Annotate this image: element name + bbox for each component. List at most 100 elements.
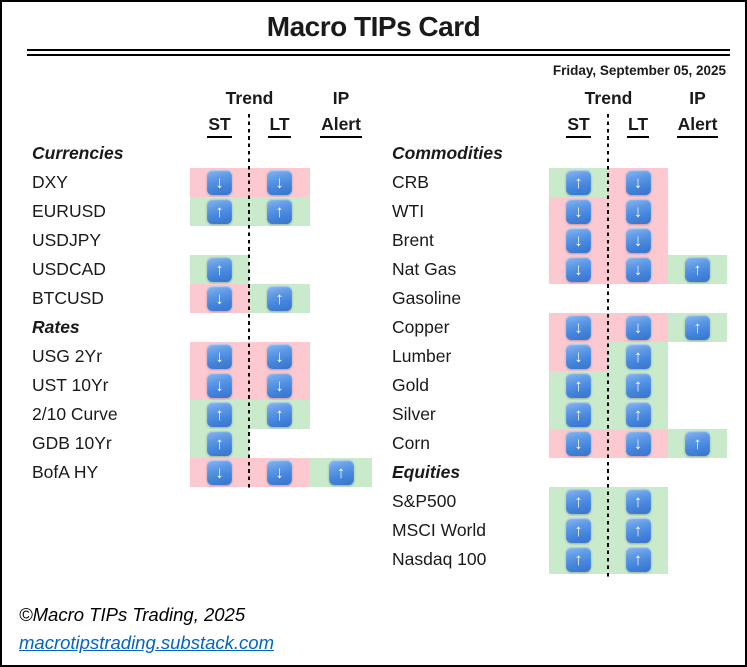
down-arrow-icon: ↓ [267,344,292,369]
table-row: Lumber ↓ ↑ [2,342,745,371]
table-row: DXY ↓ ↓ [2,168,745,197]
lt-cell: ↑ [249,400,310,429]
lt-cell: ↑ [608,545,668,574]
title-divider [27,49,730,56]
st-cell: ↑ [549,168,608,197]
down-arrow-icon: ↓ [207,170,232,195]
st-header-label: ST [566,114,591,138]
st-lt-divider-left [247,114,251,490]
up-arrow-icon: ↑ [685,257,710,282]
up-arrow-icon: ↑ [207,257,232,282]
row-label: Silver [392,404,436,424]
table-row: Gold ↑ ↑ [2,371,745,400]
st-cell: ↑ [190,400,249,429]
lt-header-label: LT [268,114,291,138]
lt-cell: ↓ [608,429,668,458]
row-label: UST 10Yr [32,375,109,395]
lt-header-right: LT [608,114,668,138]
up-arrow-icon: ↑ [207,199,232,224]
section-row: Currencies [2,139,745,168]
down-arrow-icon: ↓ [207,373,232,398]
up-arrow-icon: ↑ [625,518,651,543]
row-label: CRB [392,172,429,192]
alert-cell: ↑ [668,255,727,284]
st-cell: ↑ [190,429,249,458]
section-row: Rates [2,313,745,342]
lt-cell: ↓ [608,168,668,197]
substack-link[interactable]: macrotipstrading.substack.com [19,632,274,653]
row-label: Gold [392,375,429,395]
alert-cell: ↑ [668,313,727,342]
lt-cell: ↑ [608,487,668,516]
st-cell: ↑ [549,487,608,516]
down-arrow-icon: ↓ [566,344,591,369]
up-arrow-icon: ↑ [566,373,591,398]
row-label: GDB 10Yr [32,433,112,453]
table-row: Brent ↓ ↓ [2,226,745,255]
table-row: Nat Gas ↓ ↓ ↑ [2,255,745,284]
st-cell: ↓ [190,168,249,197]
st-cell: ↑ [549,371,608,400]
st-cell: ↑ [190,197,249,226]
down-arrow-icon: ↓ [267,373,292,398]
st-cell: ↑ [190,255,249,284]
table-row: USDCAD ↑ [2,255,745,284]
table-row: S&P500 ↑ ↑ [2,487,745,516]
st-cell: ↓ [549,197,608,226]
row-label: Nat Gas [392,259,457,279]
down-arrow-icon: ↓ [625,170,651,195]
page-title: Macro TIPs Card [266,11,481,42]
st-cell: ↓ [190,284,249,313]
row-label: USDCAD [32,259,106,279]
alert-header-left: Alert [310,114,372,138]
row-label: BTCUSD [32,288,104,308]
table-row: BTCUSD ↓ ↑ [2,284,745,313]
row-label: USDJPY [32,230,102,250]
lt-cell: ↓ [608,197,668,226]
table-row: MSCI World ↑ ↑ [2,516,745,545]
st-cell: ↓ [549,255,608,284]
section-label: Commodities [392,143,503,163]
down-arrow-icon: ↓ [267,170,292,195]
lt-cell: ↑ [608,342,668,371]
up-arrow-icon: ↑ [625,489,651,514]
up-arrow-icon: ↑ [267,402,292,427]
trend-header-left: Trend [225,88,274,108]
up-arrow-icon: ↑ [566,170,591,195]
st-lt-divider-right [606,114,610,577]
st-cell: ↓ [549,313,608,342]
alert-cell: ↑ [668,429,727,458]
row-label: Lumber [392,346,452,366]
lt-cell: ↑ [608,371,668,400]
table-row: GDB 10Yr ↑ [2,429,745,458]
row-label: BofA HY [32,462,99,482]
down-arrow-icon: ↓ [625,199,651,224]
down-arrow-icon: ↓ [207,460,232,485]
up-arrow-icon: ↑ [625,402,651,427]
row-label: S&P500 [392,491,457,511]
up-arrow-icon: ↑ [625,344,651,369]
section-row: Equities [2,458,745,487]
up-arrow-icon: ↑ [685,315,710,340]
lt-cell: ↑ [249,197,310,226]
down-arrow-icon: ↓ [625,315,651,340]
row-label: 2/10 Curve [32,404,118,424]
down-arrow-icon: ↓ [207,344,232,369]
st-cell: ↑ [549,400,608,429]
lt-cell: ↓ [249,458,310,487]
lt-cell: ↓ [608,313,668,342]
up-arrow-icon: ↑ [207,402,232,427]
down-arrow-icon: ↓ [625,431,651,456]
section-label: Rates [32,317,80,337]
up-arrow-icon: ↑ [685,431,710,456]
row-label: WTI [392,201,425,221]
row-label: MSCI World [392,520,486,540]
table-row: CRB ↑ ↓ [2,168,745,197]
table-row: WTI ↓ ↓ [2,197,745,226]
row-label: Corn [392,433,430,453]
lt-cell: ↓ [608,226,668,255]
date-label: Friday, September 05, 2025 [552,63,726,78]
up-arrow-icon: ↑ [566,402,591,427]
table-row: UST 10Yr ↓ ↓ [2,371,745,400]
